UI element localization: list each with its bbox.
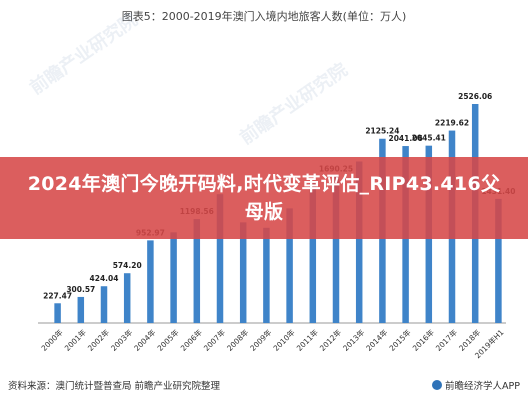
bar	[193, 219, 201, 323]
x-tick-label: 2001年	[62, 327, 88, 353]
x-tick-label: 2016年	[410, 327, 436, 353]
data-label: 300.57	[66, 285, 95, 294]
brand-credit: 前瞻经济学人APP	[432, 378, 520, 392]
x-tick-label: 2005年	[155, 327, 181, 353]
bar	[100, 286, 108, 323]
x-tick-label: 2014年	[364, 327, 390, 353]
x-tick-label: 2017年	[433, 327, 459, 353]
data-label: 2125.24	[365, 127, 399, 136]
bar	[286, 208, 293, 323]
bar	[170, 232, 177, 323]
source-note: 资料来源：澳门统计暨普查局 前瞻产业研究院整理	[8, 381, 221, 392]
data-label: 2041.06	[389, 134, 423, 143]
x-tick-label: 2013年	[340, 327, 366, 353]
x-tick-label: 2011年	[294, 327, 320, 353]
bar	[216, 194, 224, 323]
bar	[123, 273, 131, 323]
data-label: 424.04	[90, 274, 119, 283]
x-tick-label: 2004年	[132, 327, 158, 353]
x-tick-label: 2012年	[317, 327, 343, 353]
bar	[147, 240, 154, 323]
x-tick-label: 2015年	[387, 327, 413, 353]
banner-headline: 2024年澳门今晚开码料,时代变革评估_RIP43.416父母版	[27, 173, 501, 223]
bar	[263, 227, 270, 323]
brand-name: 前瞻经济学人APP	[445, 381, 520, 392]
chart-title: 图表5：2000-2019年澳门入境内地旅客人数(单位：万人)	[121, 10, 407, 23]
bar	[332, 176, 340, 323]
x-tick-label: 2009年	[248, 327, 274, 353]
bar	[309, 182, 317, 323]
bar	[77, 296, 85, 323]
data-label: 2219.62	[435, 119, 469, 128]
bar	[54, 303, 61, 323]
x-tick-label: 2002年	[85, 327, 111, 353]
x-tick-label: 2006年	[178, 327, 204, 353]
data-label: 2526.06	[458, 92, 492, 101]
data-label: 574.20	[113, 261, 142, 270]
bar	[355, 161, 363, 323]
overlay-banner: 2024年澳门今晚开码料,时代变革评估_RIP43.416父母版	[0, 157, 528, 239]
x-tick-label: 2007年	[201, 327, 227, 353]
x-tick-label: 2010年	[271, 327, 297, 353]
x-tick-label: 2008年	[224, 327, 250, 353]
data-label: 2045.41	[412, 134, 446, 143]
x-tick-label: 2003年	[108, 327, 134, 353]
data-label: 227.47	[43, 291, 72, 300]
bar	[495, 198, 502, 323]
brand-logo-icon	[432, 380, 443, 390]
bar	[239, 222, 247, 323]
x-tick-label: 2000年	[39, 327, 65, 353]
